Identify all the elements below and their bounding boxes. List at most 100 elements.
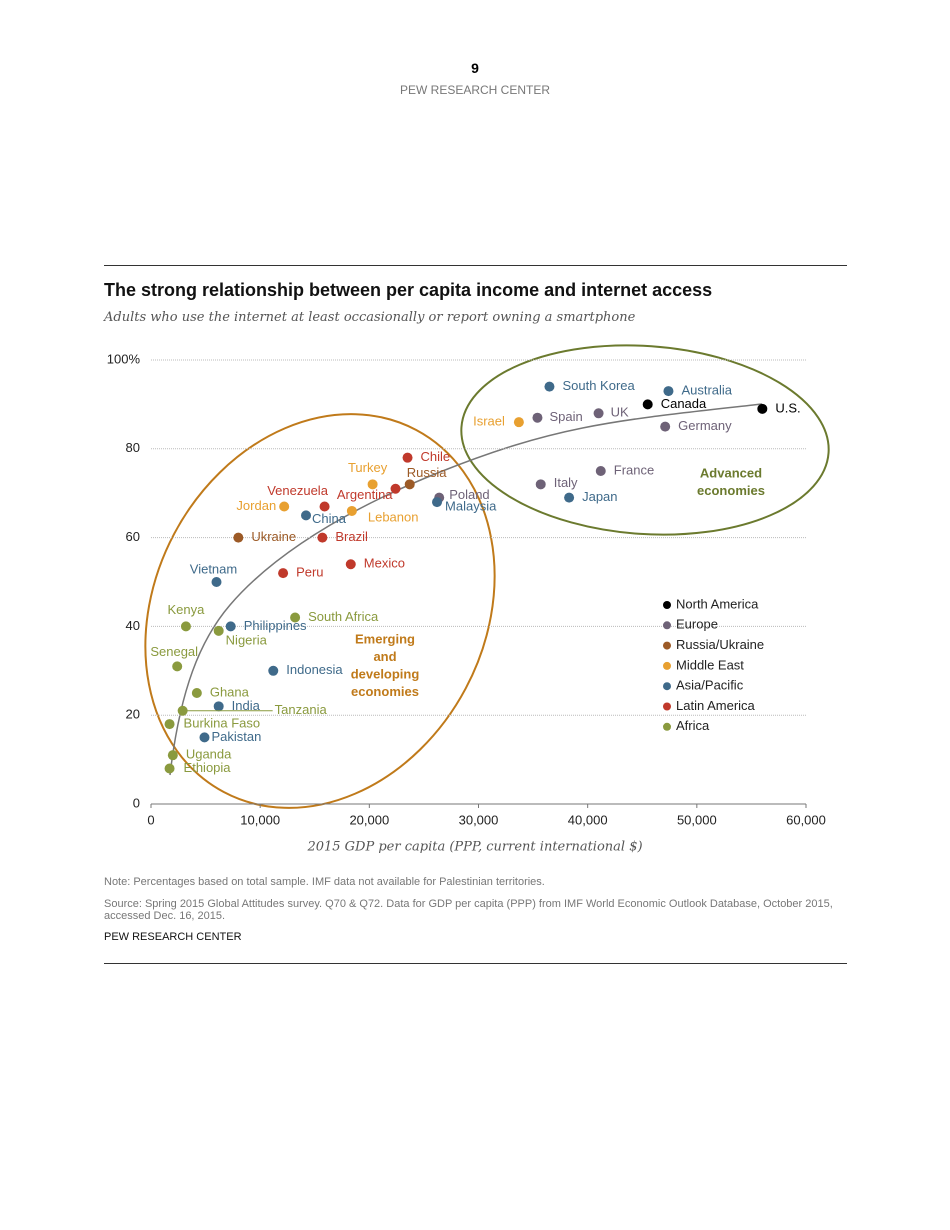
- point: [301, 510, 312, 521]
- legend-marker: [663, 661, 671, 670]
- point-label: Senegal: [150, 644, 198, 659]
- annotation: economies: [351, 684, 419, 699]
- point: [319, 501, 330, 512]
- point-label: Nigeria: [226, 632, 268, 647]
- point-label: Jordan: [236, 498, 276, 513]
- point: [177, 705, 188, 716]
- point-label: Ethiopia: [184, 760, 232, 775]
- point: [279, 501, 290, 512]
- point-label: Indonesia: [286, 662, 343, 677]
- point: [432, 497, 443, 508]
- annotation: and: [373, 649, 396, 664]
- y-tick-label: 0: [133, 795, 140, 810]
- legend-marker: [663, 722, 671, 731]
- x-tick-label: 60,000: [786, 812, 826, 827]
- point: [660, 421, 671, 432]
- chart: 2015 GDP per capita (PPP, current intern…: [107, 344, 830, 855]
- point-label: South Africa: [308, 609, 379, 624]
- x-tick-label: 50,000: [677, 812, 717, 827]
- annotation: developing: [351, 666, 420, 681]
- rule: [104, 963, 847, 964]
- point-label: Tanzania: [275, 702, 328, 717]
- point-label: Vietnam: [190, 561, 237, 576]
- trend-line: [169, 403, 763, 776]
- point: [390, 483, 401, 494]
- annotation: Advanced: [700, 465, 762, 480]
- point-label: Philippines: [244, 618, 307, 633]
- rule: [104, 265, 847, 266]
- point-label: Israel: [473, 414, 505, 429]
- legend-label: Asia/Pacific: [676, 678, 744, 693]
- legend-label: Latin America: [676, 698, 756, 713]
- point: [642, 399, 653, 410]
- point-label: China: [312, 511, 347, 526]
- point: [290, 612, 301, 623]
- page-header: PEW RESEARCH CENTER: [399, 83, 551, 97]
- point: [532, 412, 543, 423]
- point: [367, 479, 378, 490]
- legend-label: Africa: [676, 718, 710, 733]
- point-label: Venezuela: [267, 483, 328, 498]
- point: [278, 568, 289, 579]
- point-label: Argentina: [337, 487, 393, 502]
- point-label: India: [232, 698, 261, 713]
- point: [225, 621, 236, 632]
- point-label: Malaysia: [445, 499, 497, 514]
- point-label: Chile: [421, 449, 451, 464]
- emerging-ellipse: [144, 413, 496, 809]
- chart-subtitle: Adults who use the internet at least occ…: [104, 310, 636, 325]
- legend-marker: [663, 601, 671, 609]
- point-label: Canada: [661, 396, 707, 411]
- point: [346, 505, 357, 516]
- point: [544, 381, 555, 392]
- point: [564, 492, 575, 503]
- point: [317, 532, 328, 543]
- x-tick-label: 30,000: [459, 812, 499, 827]
- point-label: Mexico: [364, 556, 405, 571]
- annotation: economies: [697, 483, 765, 498]
- point: [164, 719, 175, 730]
- point: [213, 701, 224, 712]
- point: [172, 661, 183, 672]
- x-axis-label: 2015 GDP per capita (PPP, current intern…: [306, 840, 642, 855]
- point-label: Burkina Faso: [184, 716, 261, 731]
- x-tick-label: 20,000: [349, 812, 389, 827]
- point-label: Brazil: [335, 529, 368, 544]
- point-label: South Korea: [562, 378, 635, 393]
- point-label: Japan: [582, 489, 617, 504]
- point-label: Russia: [407, 465, 448, 480]
- point-label: Spain: [549, 409, 582, 424]
- point: [402, 452, 413, 463]
- point: [213, 625, 224, 636]
- point-label: France: [614, 462, 654, 477]
- point-label: Ghana: [210, 684, 250, 699]
- point-label: Pakistan: [211, 729, 261, 744]
- point-label: Uganda: [186, 747, 232, 762]
- page-number: 9: [471, 60, 479, 76]
- legend-label: Middle East: [676, 657, 744, 672]
- point-label: Peru: [296, 565, 323, 580]
- note: Note: Percentages based on total sample.…: [104, 876, 545, 888]
- y-tick-label: 40: [126, 618, 140, 633]
- source: Source: Spring 2015 Global Attitudes sur…: [104, 898, 833, 922]
- legend-label: Russia/Ukraine: [676, 637, 764, 652]
- footer: PEW RESEARCH CENTER: [104, 931, 242, 943]
- point: [167, 750, 178, 761]
- legend-marker: [663, 682, 671, 691]
- legend-label: Europe: [676, 617, 718, 632]
- point: [233, 532, 244, 543]
- point: [164, 763, 175, 774]
- x-tick-label: 0: [147, 812, 154, 827]
- point: [199, 732, 210, 743]
- x-tick-label: 10,000: [240, 812, 280, 827]
- annotation: Emerging: [355, 631, 415, 646]
- point: [535, 479, 546, 490]
- y-tick-label: 20: [126, 707, 140, 722]
- point: [345, 559, 356, 570]
- point: [404, 479, 415, 490]
- point-label: Lebanon: [368, 509, 419, 524]
- point: [663, 386, 674, 397]
- legend-label: North America: [676, 596, 759, 611]
- advanced-ellipse: [460, 344, 830, 536]
